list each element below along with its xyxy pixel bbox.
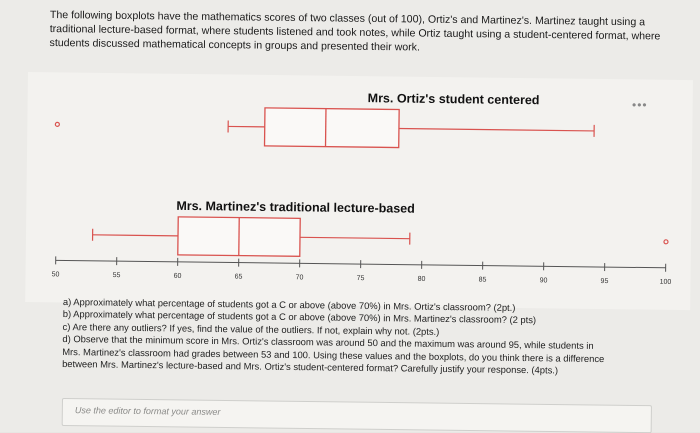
x-tick-label: 65 [235,274,243,281]
whisker-right [399,129,594,131]
box-iqr [265,108,400,148]
answer-placeholder: Use the editor to format your answer [75,405,221,417]
boxplot-figure: Mrs. Ortiz's student centered Mrs. Marti… [25,72,693,310]
answer-editor[interactable]: Use the editor to format your answer [62,398,652,433]
whisker-left [93,235,178,236]
more-options-icon[interactable]: ••• [632,98,648,112]
x-tick-label: 100 [660,279,672,286]
x-tick-label: 70 [296,274,304,281]
outlier-point [664,240,668,244]
x-tick-label: 60 [174,273,182,280]
problem-intro: The following boxplots have the mathemat… [49,8,689,58]
question-list: a) Approximately what percentage of stud… [62,296,693,379]
x-tick-label: 75 [357,275,365,282]
series-label-ortiz: Mrs. Ortiz's student centered [368,91,540,107]
x-tick-label: 90 [540,277,548,284]
x-tick-label: 95 [601,278,609,285]
boxplot-chart: Mrs. Ortiz's student centered Mrs. Marti… [25,72,693,310]
whisker-right [300,237,410,238]
series-label-martinez: Mrs. Martinez's traditional lecture-base… [176,199,415,216]
x-tick-label: 50 [52,271,60,278]
x-tick-label: 85 [479,277,487,284]
x-tick-label: 55 [113,272,121,279]
x-tick-label: 80 [418,276,426,283]
outlier-point [55,122,59,126]
